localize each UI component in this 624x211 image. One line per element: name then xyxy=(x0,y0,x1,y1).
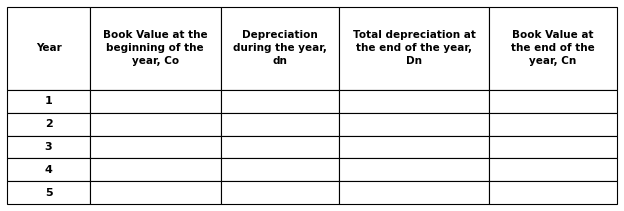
Text: Total depreciation at
the end of the year,
Dn: Total depreciation at the end of the yea… xyxy=(353,30,475,66)
Text: 3: 3 xyxy=(45,142,52,152)
Bar xyxy=(7,113,90,135)
Bar xyxy=(339,181,489,204)
Bar xyxy=(221,7,339,90)
Bar xyxy=(90,181,221,204)
Bar xyxy=(7,90,90,113)
Bar xyxy=(489,113,617,135)
Bar xyxy=(7,181,90,204)
Bar xyxy=(489,90,617,113)
Bar xyxy=(90,90,221,113)
Text: 5: 5 xyxy=(45,188,52,198)
Bar xyxy=(90,135,221,158)
Bar xyxy=(90,7,221,90)
Text: 2: 2 xyxy=(45,119,52,129)
Bar xyxy=(221,181,339,204)
Text: 1: 1 xyxy=(45,96,52,106)
Bar xyxy=(339,113,489,135)
Text: 4: 4 xyxy=(45,165,52,175)
Bar xyxy=(7,7,90,90)
Bar xyxy=(221,135,339,158)
Bar xyxy=(221,158,339,181)
Bar xyxy=(489,7,617,90)
Bar xyxy=(90,158,221,181)
Bar xyxy=(90,113,221,135)
Text: Depreciation
during the year,
dn: Depreciation during the year, dn xyxy=(233,30,327,66)
Bar xyxy=(221,113,339,135)
Bar xyxy=(339,158,489,181)
Bar xyxy=(339,7,489,90)
Text: Book Value at
the end of the
year, Cn: Book Value at the end of the year, Cn xyxy=(510,30,595,66)
Bar xyxy=(489,135,617,158)
Bar xyxy=(7,135,90,158)
Text: Year: Year xyxy=(36,43,62,53)
Bar xyxy=(339,90,489,113)
Text: Book Value at the
beginning of the
year, Co: Book Value at the beginning of the year,… xyxy=(103,30,208,66)
Bar xyxy=(339,135,489,158)
Bar xyxy=(7,158,90,181)
Bar xyxy=(489,181,617,204)
Bar xyxy=(489,158,617,181)
Bar xyxy=(221,90,339,113)
